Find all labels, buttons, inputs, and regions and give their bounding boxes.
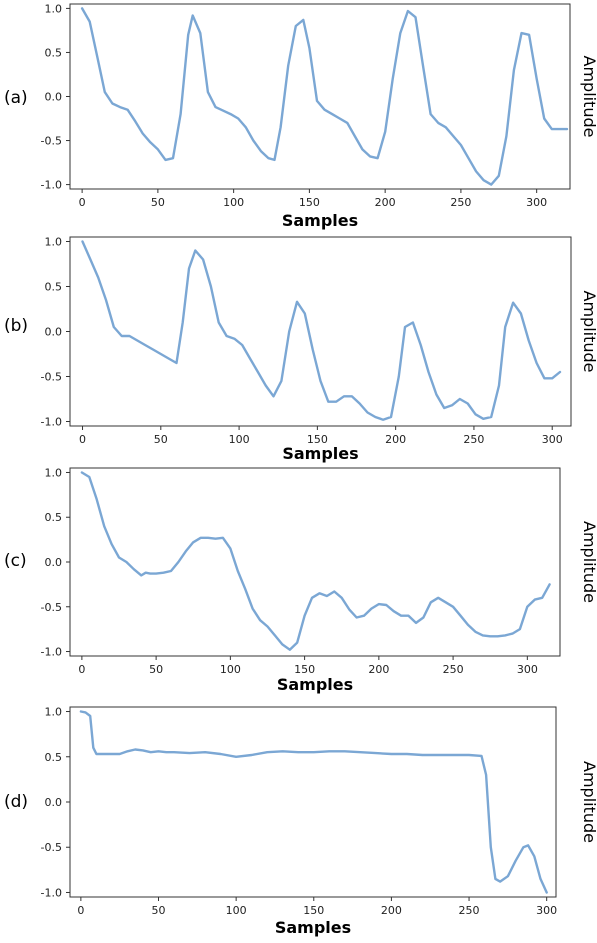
- series-line: [80, 7, 569, 186]
- chart-panel-3: 0 50 100 150 200 250 300 1.0 0.5 0.0 -0.5 -1.0 Sampl…: [4, 466, 597, 694]
- y-tick-label: 1.0: [45, 236, 63, 249]
- y-tick-label: -1.0: [41, 886, 62, 899]
- x-axis-label: Samples: [282, 444, 358, 463]
- y-tick-label: -0.5: [41, 135, 62, 148]
- x-tick-label: 50: [152, 904, 166, 917]
- x-tick-label: 50: [151, 196, 165, 209]
- chart-panel-2: 0 50 100 150 200 250 300 1.0 0.5 0.0 -0.5 -1.0 Sampl…: [4, 236, 597, 464]
- x-tick-label: 50: [154, 433, 168, 446]
- y-tick-label: 0.0: [45, 91, 63, 104]
- y-axis-label: Amplitude: [580, 56, 597, 138]
- series-line: [79, 710, 548, 894]
- y-axis-label: Amplitude: [580, 521, 597, 603]
- x-tick-label: 250: [463, 433, 484, 446]
- x-tick-label: 100: [223, 196, 244, 209]
- y-tick-label: 0.5: [45, 281, 63, 294]
- x-tick-label: 100: [229, 433, 250, 446]
- panel-label: (a): [4, 88, 28, 108]
- y-tick-label: -1.0: [41, 179, 62, 192]
- x-tick-label: 150: [294, 663, 315, 676]
- chart-panel-4: 0 50 100 150 200 250 300 1.0 0.5 0.0 -0.5 -1.0 Sampl…: [4, 706, 597, 937]
- x-tick-label: 250: [450, 196, 471, 209]
- x-tick-label: 200: [375, 196, 396, 209]
- x-tick-label: 100: [226, 904, 247, 917]
- x-tick-label: 150: [299, 196, 320, 209]
- y-tick-label: 1.0: [45, 2, 63, 15]
- x-tick-label: 150: [307, 433, 328, 446]
- x-axis-label: Samples: [275, 918, 351, 937]
- x-tick-label: 200: [385, 433, 406, 446]
- y-tick-label: -0.5: [41, 371, 62, 384]
- panel-label: (c): [4, 551, 27, 571]
- y-tick-label: 1.0: [45, 706, 63, 719]
- chart-panel-1: 0 50 100 150 200 250 300 1.0 0.5 0.0 -0.5 -1.0 Sampl…: [4, 2, 597, 230]
- y-tick-label: 0.5: [45, 46, 63, 59]
- x-tick-label: 0: [79, 196, 86, 209]
- plot-frame: [69, 706, 557, 898]
- x-tick-label: 200: [381, 904, 402, 917]
- y-tick-label: 0.0: [45, 326, 63, 339]
- x-tick-label: 0: [77, 904, 84, 917]
- x-tick-label: 0: [79, 433, 86, 446]
- y-tick-label: 0.5: [45, 511, 63, 524]
- panel-label: (b): [4, 316, 28, 336]
- series-line: [81, 240, 562, 421]
- x-tick-label: 300: [542, 433, 563, 446]
- y-tick-label: 1.0: [45, 466, 63, 479]
- y-axis-label: Amplitude: [580, 761, 597, 843]
- y-tick-label: -1.0: [41, 416, 62, 429]
- x-tick-label: 0: [78, 663, 85, 676]
- y-tick-label: 0.0: [45, 796, 63, 809]
- x-axis-label: Samples: [277, 675, 353, 694]
- x-tick-label: 200: [368, 663, 389, 676]
- plot-frame: [69, 467, 561, 657]
- x-tick-label: 300: [526, 196, 547, 209]
- x-tick-label: 150: [303, 904, 324, 917]
- y-tick-label: 0.0: [45, 556, 63, 569]
- panel-label: (d): [4, 792, 28, 812]
- x-tick-label: 250: [443, 663, 464, 676]
- y-tick-label: 0.5: [45, 751, 63, 764]
- x-tick-label: 100: [220, 663, 241, 676]
- x-tick-label: 250: [459, 904, 480, 917]
- x-tick-label: 50: [149, 663, 163, 676]
- x-tick-label: 300: [536, 904, 557, 917]
- y-tick-label: -1.0: [41, 646, 62, 659]
- y-tick-label: -0.5: [41, 601, 62, 614]
- x-tick-label: 300: [517, 663, 538, 676]
- y-tick-label: -0.5: [41, 841, 62, 854]
- y-axis-label: Amplitude: [580, 291, 597, 373]
- x-axis-label: Samples: [282, 211, 358, 230]
- series-line: [80, 471, 551, 651]
- plot-frame: [69, 3, 571, 190]
